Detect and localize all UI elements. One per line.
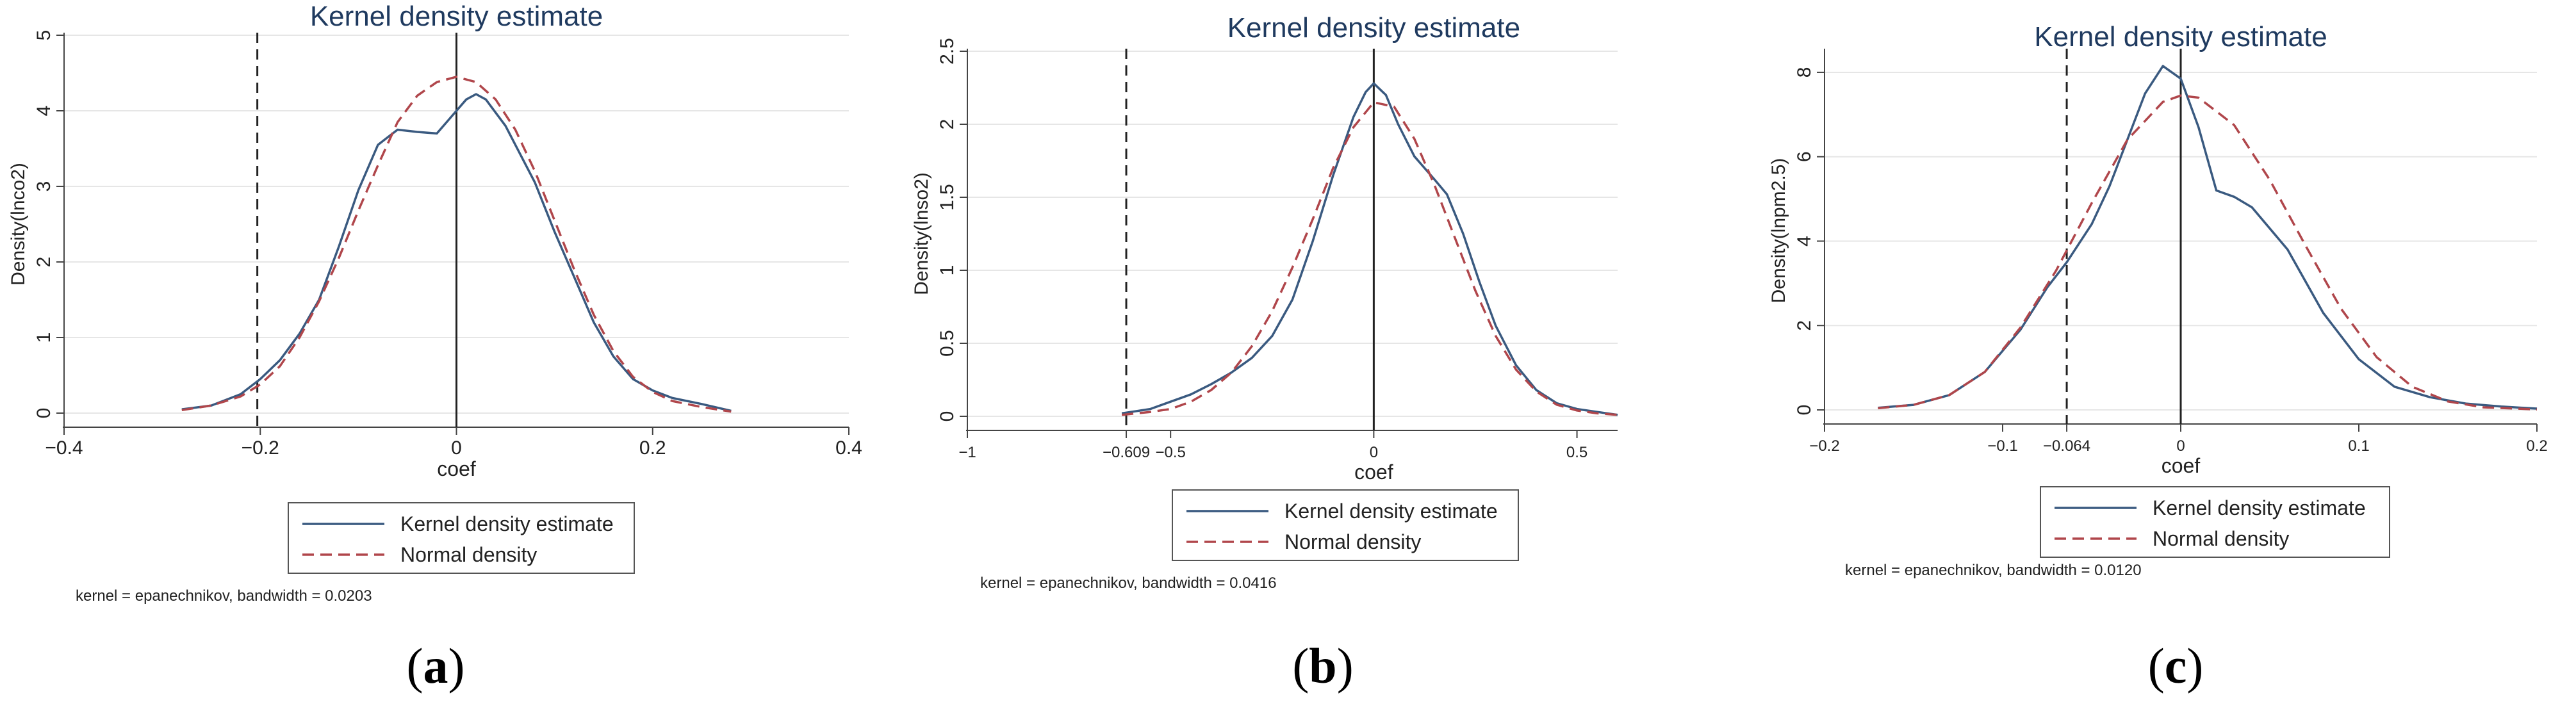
y-axis-label: Density(lnso2): [911, 172, 932, 295]
panel-a: 0 1 2 3 4 5 −0.4 −0.2 0 0.2 0.4 Density(lnco2) coef K…: [0, 0, 878, 640]
x-tick-label: −1: [958, 444, 976, 461]
kernel-note: kernel = epanechnikov, bandwidth = 0.012…: [1845, 562, 2142, 579]
x-axis-label: coef: [1354, 460, 1393, 484]
x-tick-label: 0.2: [639, 437, 666, 459]
x-tick-label: −0.2: [1809, 437, 1839, 455]
chart-title: Kernel density estimate: [1227, 12, 1520, 44]
normal-density-line: [1878, 94, 2538, 411]
chart-title: Kernel density estimate: [310, 1, 603, 32]
x-tick-label: −0.4: [45, 437, 83, 459]
kde-chart-c: 0 2 4 6 8 −0.2 −0.1 −0.064 0 0.1 0.2 Density(lnpm2.…: [1765, 0, 2576, 640]
y-tick-label: 2: [937, 119, 958, 130]
legend-box: [2040, 486, 2390, 558]
kde-series-line: [181, 93, 732, 412]
legend-label: Normal density: [1284, 530, 1421, 553]
y-tick-label: 1: [33, 332, 54, 343]
x-tick-label: −0.064: [2043, 437, 2090, 455]
y-tick-label: 5: [33, 30, 54, 41]
legend-label: Kernel density estimate: [400, 512, 614, 535]
x-tick-label: 0.4: [835, 437, 862, 459]
y-axis-label: Density(lnpm2.5): [1768, 158, 1789, 304]
y-tick-label: 2.5: [937, 38, 958, 65]
x-axis-label: coef: [2162, 454, 2201, 477]
chart-title: Kernel density estimate: [2034, 21, 2327, 53]
panel-label-a: (a): [406, 638, 465, 694]
y-tick-label: 4: [1794, 236, 1815, 247]
kde-series-line: [1878, 65, 2538, 410]
x-tick-label: 0: [451, 437, 462, 459]
x-tick-label: 0.1: [2348, 437, 2369, 455]
y-tick-label: 0: [1794, 405, 1815, 416]
legend-box: [288, 502, 635, 574]
kde-series-line: [1121, 82, 1618, 416]
normal-density-line: [181, 76, 732, 413]
x-tick-label: −0.1: [1987, 437, 2017, 455]
legend-box: [1172, 489, 1519, 561]
kernel-note: kernel = epanechnikov, bandwidth = 0.020…: [76, 587, 372, 605]
y-tick-label: 1: [937, 265, 958, 276]
kde-chart-b: 0 0.5 1 1.5 2 2.5 −1 −0.609 −0.5 0 0.5 Density(lnso…: [887, 0, 1765, 640]
legend-label: Kernel density estimate: [1284, 500, 1498, 523]
kde-chart-a: 0 1 2 3 4 5 −0.4 −0.2 0 0.2 0.4 Density(lnco2) coef K…: [0, 0, 878, 640]
y-tick-label: 0: [937, 411, 958, 422]
x-tick-label: 0: [1370, 444, 1378, 461]
panel-label-b: (b): [1292, 638, 1354, 694]
y-tick-label: 3: [33, 181, 54, 192]
legend-label: Normal density: [2153, 527, 2289, 550]
normal-density-line: [1121, 101, 1618, 416]
legend-label: Normal density: [400, 543, 537, 566]
y-tick-label: 2: [1794, 320, 1815, 331]
y-tick-label: 0: [33, 408, 54, 419]
x-tick-label: 0: [2176, 437, 2185, 455]
x-tick-label: 0.5: [1566, 444, 1587, 461]
x-tick-label: −0.2: [242, 437, 279, 459]
panel-b: 0 0.5 1 1.5 2 2.5 −1 −0.609 −0.5 0 0.5 Density(lnso…: [887, 0, 1765, 640]
y-tick-label: 1.5: [937, 184, 958, 211]
panel-label-c: (c): [2147, 638, 2204, 694]
x-axis-label: coef: [437, 457, 476, 480]
legend-label: Kernel density estimate: [2153, 496, 2366, 519]
y-tick-label: 0.5: [937, 330, 958, 357]
kernel-note: kernel = epanechnikov, bandwidth = 0.041…: [980, 575, 1277, 592]
panel-c: 0 2 4 6 8 −0.2 −0.1 −0.064 0 0.1 0.2 Density(lnpm2.…: [1765, 0, 2576, 640]
x-tick-label: −0.609: [1103, 444, 1150, 461]
x-tick-label: −0.5: [1155, 444, 1185, 461]
y-tick-label: 2: [33, 257, 54, 268]
y-tick-label: 8: [1794, 67, 1815, 78]
y-tick-label: 6: [1794, 151, 1815, 162]
x-tick-label: 0.2: [2526, 437, 2547, 455]
y-tick-label: 4: [33, 106, 54, 117]
y-axis-label: Density(lnco2): [8, 163, 29, 286]
